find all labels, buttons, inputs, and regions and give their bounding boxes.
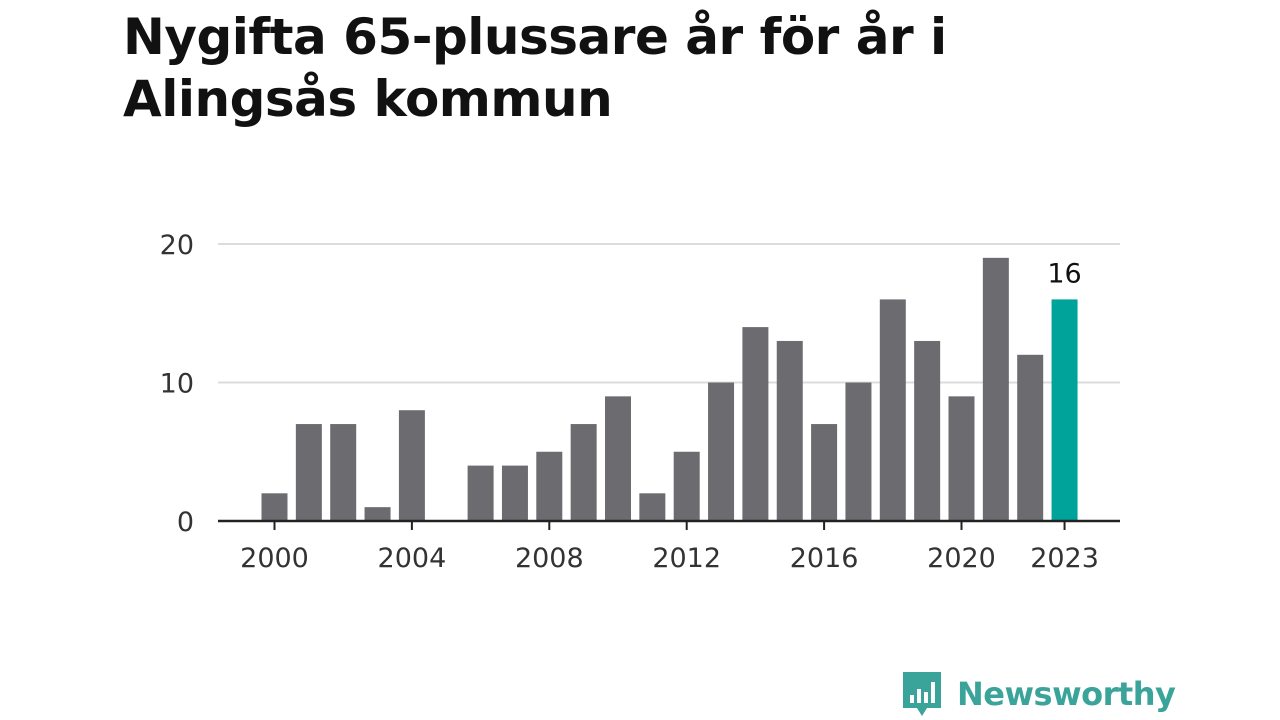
bar-2003 bbox=[364, 507, 391, 521]
bar-2015 bbox=[776, 340, 803, 521]
bar-2006 bbox=[467, 465, 494, 521]
bar-2004 bbox=[398, 410, 425, 521]
bar-2016 bbox=[811, 424, 838, 521]
bar-2018 bbox=[879, 299, 906, 521]
x-tick-label: 2020 bbox=[927, 543, 996, 574]
x-tick-label: 2016 bbox=[790, 543, 859, 574]
x-axis bbox=[218, 519, 1120, 530]
bar-2021 bbox=[982, 257, 1009, 521]
y-tick-label: 0 bbox=[177, 507, 194, 538]
y-tick-label: 20 bbox=[160, 230, 194, 261]
bar-2020 bbox=[948, 396, 975, 521]
chart-title: Nygifta 65-plussare år för år i Alingsås… bbox=[123, 8, 947, 128]
brand-logo: Newsworthy bbox=[901, 670, 1176, 718]
x-tick-label: 2008 bbox=[515, 543, 584, 574]
bar-2012 bbox=[673, 451, 700, 521]
bar-2023 bbox=[1051, 299, 1078, 521]
bar-2011 bbox=[639, 493, 666, 521]
bar-2008 bbox=[536, 451, 563, 521]
bar-2013 bbox=[708, 382, 735, 521]
bar-2010 bbox=[605, 396, 631, 521]
x-tick-label: 2000 bbox=[240, 543, 309, 574]
gridlines bbox=[218, 243, 1120, 384]
bar-2022 bbox=[1017, 354, 1044, 521]
bar-2007 bbox=[501, 465, 528, 521]
bar-2002 bbox=[330, 424, 357, 521]
bar-2017 bbox=[845, 382, 872, 521]
bar-2001 bbox=[295, 424, 322, 521]
x-tick-label: 2012 bbox=[652, 543, 721, 574]
bar-2019 bbox=[914, 340, 941, 521]
bars bbox=[261, 257, 1078, 521]
bar-2009 bbox=[570, 424, 597, 521]
y-tick-labels: 0 10 20 bbox=[160, 230, 194, 538]
annotations: 16 bbox=[1047, 258, 1081, 289]
bar-2014 bbox=[742, 327, 769, 521]
x-tick-label: 2004 bbox=[378, 543, 447, 574]
x-tick-labels: 2000 2004 2008 2012 2016 2020 2023 bbox=[240, 543, 1099, 574]
data-label-2023: 16 bbox=[1047, 258, 1081, 289]
brand-name: Newsworthy bbox=[957, 675, 1176, 713]
bar-2000 bbox=[261, 493, 288, 521]
x-tick-label: 2023 bbox=[1030, 543, 1099, 574]
newsworthy-logo-icon bbox=[903, 672, 941, 716]
y-tick-label: 10 bbox=[160, 369, 194, 400]
